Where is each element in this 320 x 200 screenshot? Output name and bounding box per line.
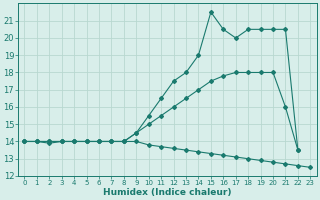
X-axis label: Humidex (Indice chaleur): Humidex (Indice chaleur): [103, 188, 232, 197]
